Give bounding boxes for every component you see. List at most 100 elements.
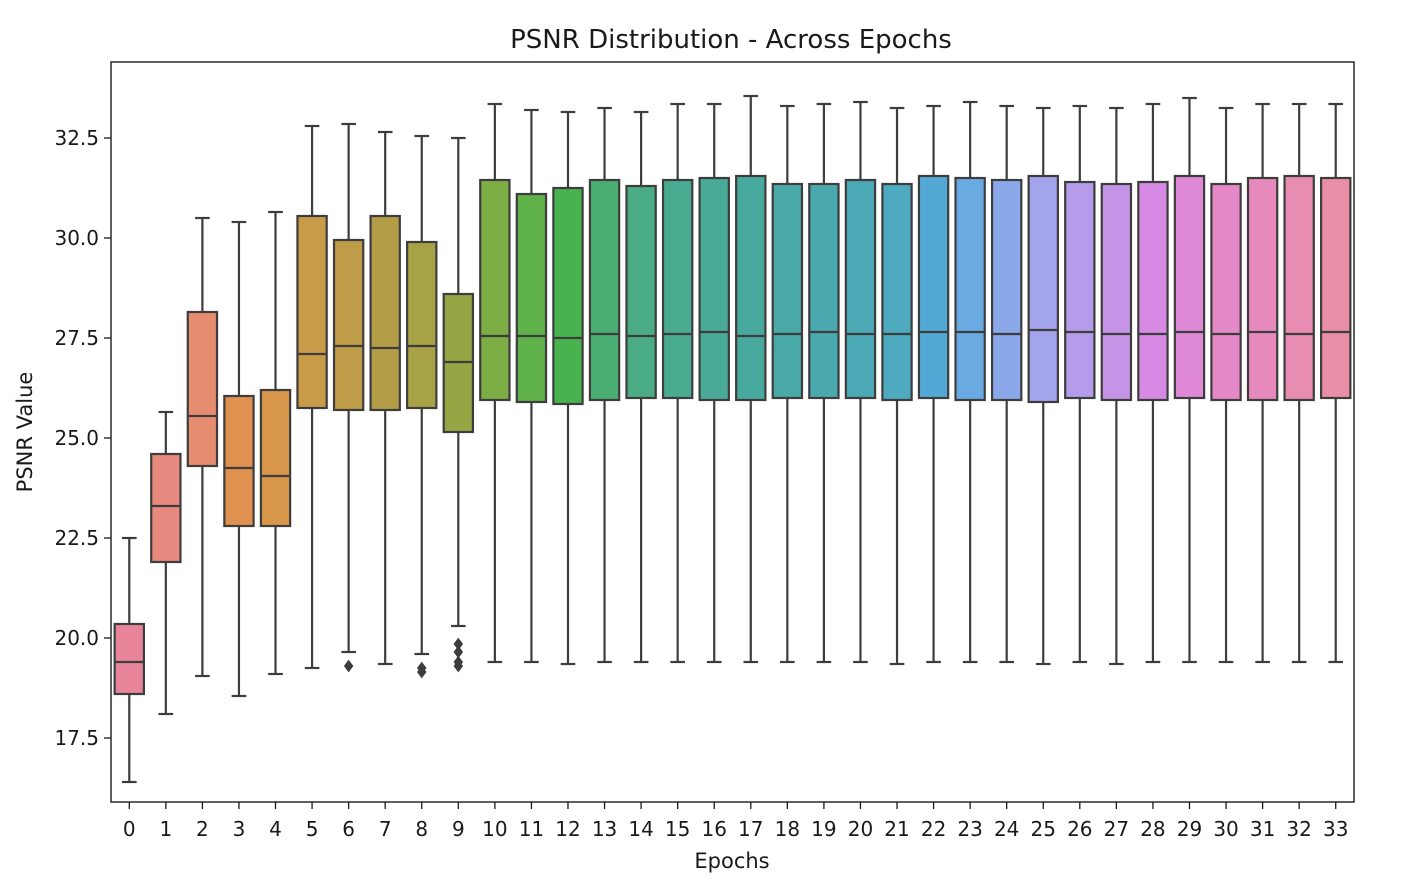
x-tick-label: 26 (1067, 817, 1092, 841)
box-epoch-23 (954, 100, 986, 664)
x-tick-label: 8 (415, 817, 428, 841)
box-iqr (515, 192, 548, 404)
y-tick-label: 22.5 (54, 526, 99, 550)
box-outlier (343, 659, 354, 673)
box-epoch-0 (113, 536, 146, 784)
box-epoch-30 (1210, 106, 1242, 664)
x-tick-label: 4 (269, 817, 282, 841)
box-iqr (296, 214, 328, 410)
x-tick-label: 1 (159, 817, 172, 841)
box-epoch-4 (259, 210, 292, 676)
box-iqr (1100, 182, 1133, 402)
x-tick-label: 23 (957, 817, 982, 841)
box-iqr (332, 238, 365, 412)
x-tick-label: 22 (921, 817, 946, 841)
box-epoch-10 (479, 102, 511, 664)
box-epoch-5 (296, 124, 328, 670)
x-tick-label: 31 (1250, 817, 1275, 841)
y-tick-label: 27.5 (54, 326, 99, 350)
x-tick-label: 20 (848, 817, 873, 841)
box-epoch-7 (369, 130, 401, 666)
box-iqr (917, 174, 950, 400)
x-tick-label: 32 (1286, 817, 1311, 841)
x-axis-label: Epochs (694, 849, 769, 873)
x-tick-label: 21 (884, 817, 909, 841)
y-axis-ticks: 17.5 20.0 22.5 25.0 27.5 30.0 32.5 (54, 126, 111, 750)
box-iqr (808, 182, 840, 400)
x-tick-label: 16 (701, 817, 726, 841)
box-epoch-33 (1319, 102, 1352, 664)
box-outlier (453, 645, 464, 659)
x-tick-label: 30 (1213, 817, 1238, 841)
x-tick-label: 19 (811, 817, 836, 841)
box-iqr (735, 174, 767, 402)
box-iqr (552, 186, 584, 406)
box-iqr (844, 178, 877, 400)
box-iqr (1283, 174, 1315, 402)
box-iqr (186, 310, 219, 468)
x-tick-label: 9 (452, 817, 465, 841)
x-tick-label: 13 (592, 817, 617, 841)
box-iqr (479, 178, 511, 402)
x-tick-label: 18 (775, 817, 800, 841)
box-iqr (259, 388, 292, 528)
box-epoch-22 (917, 104, 950, 664)
box-iqr (406, 240, 438, 410)
x-tick-label: 12 (555, 817, 580, 841)
box-epoch-3 (223, 220, 255, 698)
box-iqr (369, 214, 401, 412)
box-epoch-18 (771, 104, 804, 664)
box-epoch-9 (442, 136, 475, 673)
box-outlier (417, 661, 427, 675)
box-iqr (1246, 176, 1279, 402)
y-tick-label: 32.5 (54, 126, 99, 150)
box-iqr (698, 176, 730, 402)
y-tick-label: 20.0 (54, 626, 99, 650)
y-axis-label: PSNR Value (13, 372, 37, 493)
x-tick-label: 17 (738, 817, 763, 841)
x-tick-label: 33 (1323, 817, 1348, 841)
box-epoch-12 (552, 110, 584, 666)
y-tick-label: 30.0 (54, 226, 99, 250)
x-tick-label: 3 (233, 817, 246, 841)
plot-frame (110, 61, 1355, 803)
x-tick-label: 14 (628, 817, 653, 841)
box-epoch-25 (1027, 106, 1059, 666)
x-tick-label: 11 (519, 817, 544, 841)
box-outlier (453, 637, 464, 651)
box-epoch-19 (808, 102, 840, 664)
box-epoch-13 (588, 106, 621, 664)
box-iqr (625, 184, 657, 400)
box-epoch-8 (406, 134, 438, 679)
x-tick-label: 28 (1140, 817, 1165, 841)
box-epoch-11 (515, 108, 548, 664)
y-tick-label: 17.5 (54, 726, 99, 750)
box-epoch-32 (1283, 102, 1315, 664)
box-epoch-6 (332, 122, 365, 673)
box-iqr (1027, 174, 1059, 404)
box-iqr (1173, 174, 1206, 400)
box-iqr (771, 182, 804, 400)
box-epoch-28 (1137, 102, 1169, 664)
box-iqr (223, 394, 255, 528)
box-epoch-1 (150, 410, 182, 716)
box-epoch-14 (625, 110, 657, 664)
x-tick-label: 27 (1104, 817, 1129, 841)
x-tick-label: 0 (123, 817, 136, 841)
x-tick-label: 10 (482, 817, 507, 841)
box-epoch-20 (844, 100, 877, 664)
box-epoch-29 (1173, 96, 1206, 664)
box-epoch-27 (1100, 106, 1133, 666)
box-iqr (588, 178, 621, 402)
x-tick-label: 7 (379, 817, 392, 841)
box-epoch-24 (990, 104, 1023, 664)
x-tick-label: 25 (1031, 817, 1056, 841)
box-iqr (661, 178, 694, 400)
chart-title: PSNR Distribution - Across Epochs (510, 25, 952, 55)
x-tick-label: 5 (306, 817, 319, 841)
box-epoch-16 (698, 102, 730, 664)
box-epoch-17 (735, 94, 767, 664)
box-iqr (954, 176, 986, 402)
box-epoch-31 (1246, 102, 1279, 664)
